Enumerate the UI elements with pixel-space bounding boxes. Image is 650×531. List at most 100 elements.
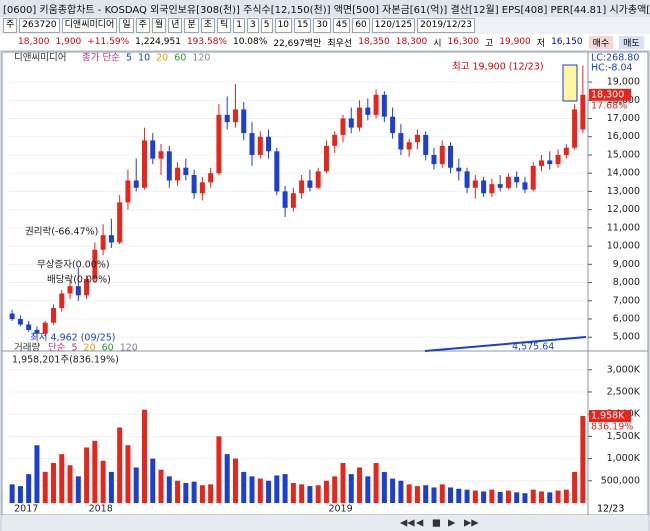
quote-bar: 18,300 1,900 +11.59% 1,224,951 193.58% 10.08%…: [0, 34, 650, 50]
volume-bar: [580, 416, 586, 503]
toolbar-button[interactable]: 틱: [217, 18, 232, 33]
legend-entry: 종가 단순: [82, 53, 120, 64]
toolbar-button[interactable]: 분: [184, 18, 199, 33]
overlay-line: [424, 336, 587, 352]
legend-entry: 5: [71, 343, 77, 354]
candle-body: [307, 180, 313, 188]
volume-bar: [406, 484, 412, 503]
candle-body: [42, 322, 48, 334]
candle-body: [373, 94, 379, 115]
quote-field: 18,350: [358, 37, 390, 47]
chart-frame: [1, 51, 649, 516]
candle-body: [125, 180, 131, 203]
candle-body: [340, 118, 346, 135]
volume-bar: [522, 493, 528, 503]
annotation: 최고 19,900 (12/23): [452, 62, 544, 73]
quote-field: 최우선: [327, 38, 353, 49]
toolbar-button[interactable]: 1: [233, 18, 246, 33]
candle-body: [332, 134, 338, 146]
volume-bar: [26, 474, 32, 503]
y-tick-label: 14,000: [607, 168, 640, 179]
nav-button[interactable]: ■: [432, 518, 441, 529]
toolbar-button[interactable]: 3: [247, 18, 259, 33]
candle-body: [522, 182, 528, 190]
volume-bar: [125, 445, 131, 503]
quote-field: 10.08%: [232, 37, 268, 47]
volume-bar: [448, 487, 454, 503]
toolbar-button[interactable]: 2019/12/23: [417, 18, 476, 33]
candle-body: [547, 160, 553, 165]
quote-field: 저: [536, 38, 546, 49]
quote-field: 19,900: [499, 37, 531, 47]
y-tick-label: 500,000: [601, 475, 640, 486]
quote-field: 22,697백만: [273, 38, 322, 49]
nav-button[interactable]: ▶▶: [464, 518, 479, 529]
volume-bar: [472, 490, 478, 503]
toolbar-button[interactable]: 년: [168, 18, 183, 33]
volume-bar: [266, 480, 272, 503]
volume-bar: [315, 485, 321, 503]
toolbar-button[interactable]: 월: [151, 18, 167, 33]
candle-body: [249, 133, 255, 155]
volume-bar: [381, 471, 387, 503]
volume-bar: [489, 489, 495, 503]
candle-body: [232, 109, 238, 123]
title: [0600] 키움종합차트 - KOSDAQ 외국인보유[308(천)] 주식수…: [3, 5, 650, 16]
legend-entry: 60: [174, 53, 186, 64]
candle-body: [357, 107, 363, 128]
volume-bar: [75, 476, 81, 503]
volume-bar: [92, 440, 98, 503]
candle-body: [299, 180, 305, 194]
volume-bar: [373, 463, 379, 503]
volume-bar: [497, 491, 503, 503]
toolbar-button[interactable]: 263720: [19, 18, 60, 33]
y-tick-label: 19,000: [607, 77, 640, 88]
quote-field: 18,300: [18, 37, 50, 47]
volume-bar: [241, 471, 247, 503]
volume-bar: [282, 474, 288, 503]
candle-body: [439, 145, 445, 165]
candle-body: [464, 171, 470, 188]
candle-body: [365, 107, 371, 115]
toolbar-button[interactable]: 주: [135, 18, 150, 33]
volume-bar: [9, 484, 15, 503]
chart: 12/23 5,000 6,000 7,000 8,000 9,000 10,000 11,…: [1, 51, 649, 531]
toolbar-button[interactable]: 10: [274, 18, 292, 33]
nav-button[interactable]: ▶: [448, 518, 456, 529]
quote-field[interactable]: 매도: [619, 35, 644, 49]
y-tick-label: 8,000: [613, 277, 640, 288]
volume-bar: [199, 485, 205, 503]
nav-button[interactable]: ◀◀: [400, 518, 415, 529]
toolbar-button[interactable]: 일: [119, 18, 134, 33]
toolbar-button[interactable]: 30: [313, 18, 331, 33]
candle-body: [141, 140, 147, 188]
candle-body: [150, 140, 156, 159]
volume-bar: [67, 465, 73, 503]
y-tick-label: 16,000: [607, 131, 640, 142]
legend-entry: 단순: [48, 343, 66, 354]
y-tick-label: 15,000: [607, 149, 640, 160]
nav-date: 12/23: [597, 504, 624, 515]
annotation: 권리락(-66.47%): [25, 226, 98, 238]
toolbar-button[interactable]: 45: [332, 18, 351, 33]
candle-body: [282, 191, 288, 208]
candle-body: [17, 319, 23, 325]
toolbar-button[interactable]: 120/125: [371, 18, 416, 33]
toolbar-button[interactable]: 초: [200, 18, 216, 33]
toolbar-button[interactable]: 주: [3, 18, 18, 33]
candle-body: [108, 235, 114, 243]
nav-button[interactable]: ◀: [416, 518, 424, 529]
candle-body: [84, 278, 90, 296]
toolbar-button[interactable]: 5: [260, 18, 273, 33]
quote-field[interactable]: 매수: [588, 35, 614, 49]
volume-bar: [117, 427, 123, 503]
toolbar-button[interactable]: 디앤씨미디어: [61, 18, 118, 33]
toolbar-button[interactable]: 60: [352, 18, 370, 33]
legend-name: 디앤씨미디어: [14, 53, 66, 64]
y-tick-label: 11,000: [607, 222, 640, 233]
toolbar-button[interactable]: 15: [293, 18, 312, 33]
title-bar: [0600] 키움종합차트 - KOSDAQ 외국인보유[308(천)] 주식수…: [0, 0, 650, 17]
volume-bar: [398, 480, 404, 503]
annotation: 4,575.64: [512, 342, 554, 353]
candle-body: [472, 180, 478, 188]
